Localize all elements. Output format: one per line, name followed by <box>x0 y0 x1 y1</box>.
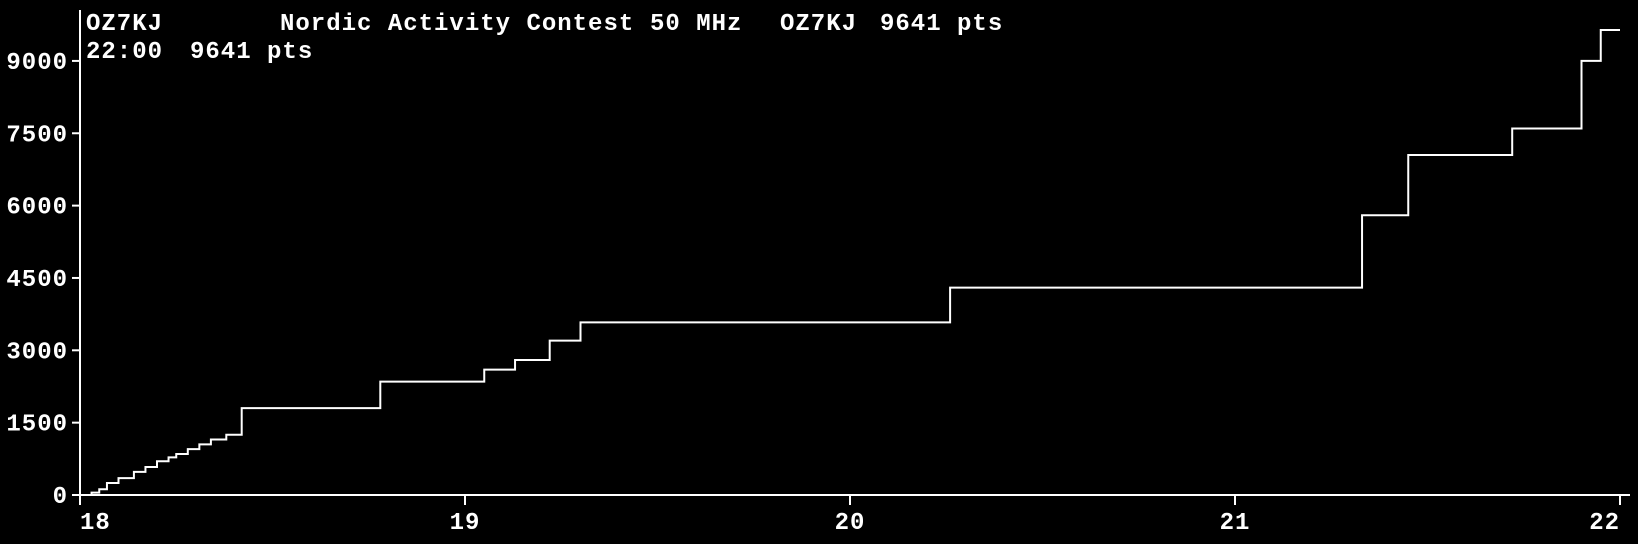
y-tick-label: 3000 <box>6 339 68 366</box>
header-band: 50 MHz <box>650 11 742 38</box>
y-tick-label: 7500 <box>6 122 68 149</box>
x-tick-label: 22 <box>1589 510 1620 537</box>
x-tick-label: 19 <box>450 510 481 537</box>
header-contest-name: Nordic Activity Contest <box>280 11 634 38</box>
y-tick-label: 9000 <box>6 50 68 77</box>
header-time: 22:00 <box>86 39 163 66</box>
chart-container: 0 1500 3000 4500 6000 7500 9000 18 19 20 21 22 OZ7KJ… <box>0 0 1638 544</box>
header-score-1: 9641 pts <box>880 11 1003 38</box>
header-callsign-2: OZ7KJ <box>780 11 857 38</box>
y-tick-label: 1500 <box>6 412 68 439</box>
y-tick-label: 4500 <box>6 267 68 294</box>
x-tick-label: 20 <box>835 510 866 537</box>
x-tick-label: 21 <box>1220 510 1251 537</box>
chart-svg: 0 1500 3000 4500 6000 7500 9000 18 19 20 21 22 OZ7KJ… <box>0 0 1638 544</box>
chart-background <box>0 0 1638 544</box>
y-tick-label: 6000 <box>6 195 68 222</box>
x-tick-label: 18 <box>80 510 111 537</box>
y-tick-label: 0 <box>53 484 68 511</box>
header-callsign: OZ7KJ <box>86 11 163 38</box>
header-score-2: 9641 pts <box>190 39 313 66</box>
